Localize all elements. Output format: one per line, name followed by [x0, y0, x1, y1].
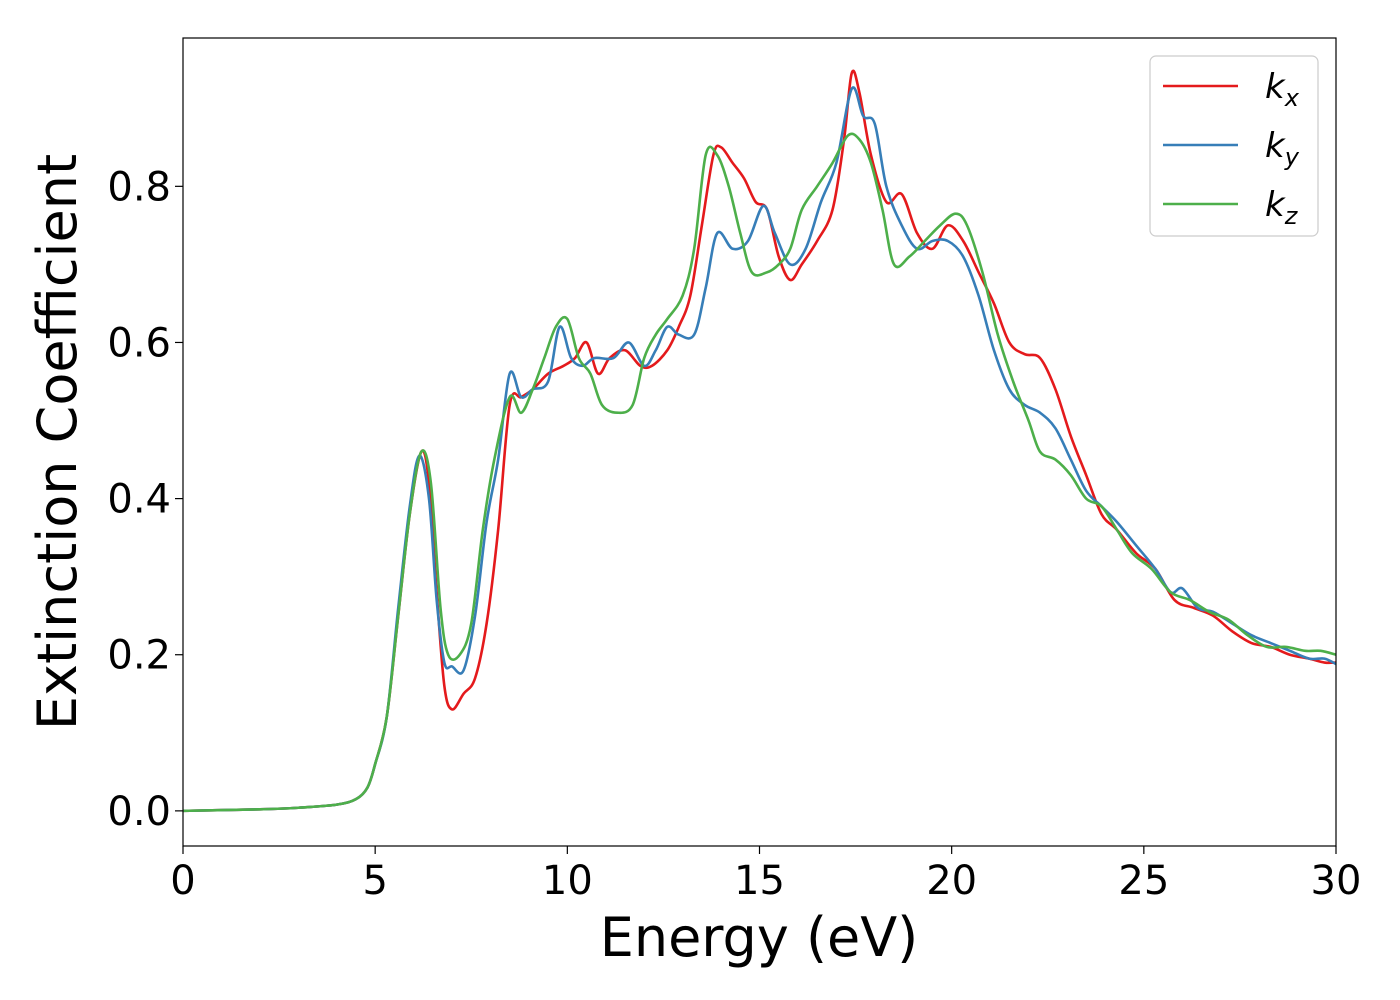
y-tick-label: 0.2 [107, 633, 171, 679]
x-tick-label: 10 [542, 858, 593, 904]
x-axis-title: Energy (eV) [600, 906, 919, 969]
legend-label-sub: z [1284, 202, 1299, 230]
x-tick-label: 25 [1118, 858, 1169, 904]
y-tick-label: 0.8 [107, 164, 171, 210]
y-tick-label: 0.6 [107, 320, 171, 366]
legend-label-main: k [1265, 185, 1286, 225]
legend-label-main: k [1265, 126, 1286, 166]
legend-label-main: k [1265, 67, 1286, 107]
y-tick-label: 0.4 [107, 477, 171, 523]
series-line-z [182, 132, 1337, 813]
y-tick-label: 0.0 [107, 789, 171, 835]
y-axis-ticks: 0.0 0.2 0.4 0.6 0.8 [107, 164, 183, 835]
x-tick-label: 20 [926, 858, 977, 904]
legend-label-sub: y [1284, 143, 1300, 171]
x-tick-label: 0 [170, 858, 195, 904]
legend-label-z: kz [1265, 185, 1299, 230]
x-tick-label: 30 [1311, 858, 1362, 904]
y-axis-title: Extinction Coefficient [26, 154, 89, 730]
legend-label-x: kx [1265, 67, 1300, 112]
x-tick-label: 15 [734, 858, 785, 904]
legend-label-sub: x [1284, 84, 1300, 112]
legend-label-y: ky [1265, 126, 1300, 171]
series-layer [182, 69, 1337, 813]
series-line-y [182, 86, 1337, 813]
x-tick-label: 5 [362, 858, 387, 904]
x-axis-ticks: 0 5 10 15 20 25 30 [170, 846, 1361, 904]
